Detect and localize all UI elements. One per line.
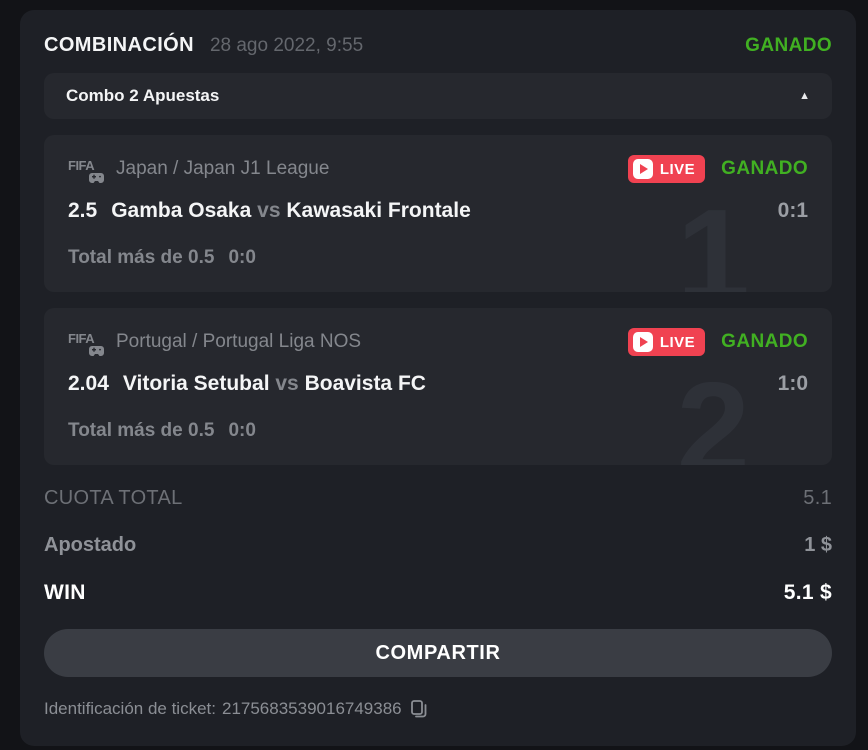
match-teams: Vitoria Setubal vs Boavista FC (122, 372, 426, 395)
live-badge[interactable]: LIVE (627, 328, 706, 356)
ticket-status-badge: GANADO (745, 34, 832, 56)
market-score: 0:0 (228, 247, 256, 268)
match-score: 0:1 (777, 199, 808, 222)
stake-value: 1 $ (804, 534, 832, 556)
total-odds-value: 5.1 (803, 487, 832, 509)
stake-row: Apostado 1 $ (44, 522, 832, 569)
bet-status: GANADO (721, 158, 808, 179)
league-name: Japan / Japan J1 League (116, 158, 330, 179)
bet-card-2: 2 FIFA Portugal / Portugal Liga NOS LIVE… (44, 308, 832, 465)
bet-index-watermark: 1 (676, 182, 750, 293)
vs-label: vs (257, 199, 281, 222)
vs-label: vs (275, 372, 299, 395)
win-value: 5.1 $ (783, 581, 832, 604)
ticket-type-title: COMBINACIÓN (44, 34, 194, 56)
match-teams: Gamba Osaka vs Kawasaki Frontale (111, 199, 471, 222)
live-badge[interactable]: LIVE (627, 155, 706, 183)
bet-index-watermark: 2 (676, 355, 750, 466)
win-row: WIN 5.1 $ (44, 569, 832, 617)
bet-market: Total más de 0.5 0:0 (68, 420, 256, 441)
bet-card-1: 1 FIFA Japan / Japan J1 League LIVE GANA… (44, 135, 832, 292)
ticket-id-label: Identificación de ticket: (44, 699, 216, 718)
ticket-id-row: Identificación de ticket: 21756835390167… (44, 699, 832, 719)
fifa-esports-icon: FIFA (68, 331, 106, 356)
ticket-header: COMBINACIÓN 28 ago 2022, 9:55 GANADO (44, 32, 832, 73)
fifa-esports-icon: FIFA (68, 158, 106, 183)
bet-odds: 2.04 (68, 372, 109, 395)
combo-collapse-bar[interactable]: Combo 2 Apuestas ▲ (44, 73, 832, 119)
win-label: WIN (44, 581, 86, 604)
share-button[interactable]: COMPARTIR (44, 629, 832, 677)
combo-label: Combo 2 Apuestas (66, 86, 220, 105)
ticket-id-value: 2175683539016749386 (221, 699, 402, 718)
bet-ticket-panel: COMBINACIÓN 28 ago 2022, 9:55 GANADO Com… (20, 10, 856, 746)
bet-market: Total más de 0.5 0:0 (68, 247, 256, 268)
ticket-summary: CUOTA TOTAL 5.1 Apostado 1 $ WIN 5.1 $ (44, 465, 832, 617)
stake-label: Apostado (44, 534, 137, 556)
total-odds-row: CUOTA TOTAL 5.1 (44, 475, 832, 522)
gamepad-icon (89, 346, 104, 356)
play-icon (632, 332, 653, 352)
gamepad-icon (89, 173, 104, 183)
market-score: 0:0 (228, 420, 256, 441)
match-score: 1:0 (777, 372, 808, 395)
ticket-date: 28 ago 2022, 9:55 (209, 34, 364, 56)
copy-icon[interactable] (410, 699, 428, 719)
bet-odds: 2.5 (68, 199, 98, 222)
league-name: Portugal / Portugal Liga NOS (116, 331, 362, 352)
play-icon (632, 159, 653, 179)
total-odds-label: CUOTA TOTAL (44, 487, 183, 509)
bet-status: GANADO (721, 331, 808, 352)
chevron-up-icon: ▲ (799, 89, 810, 102)
